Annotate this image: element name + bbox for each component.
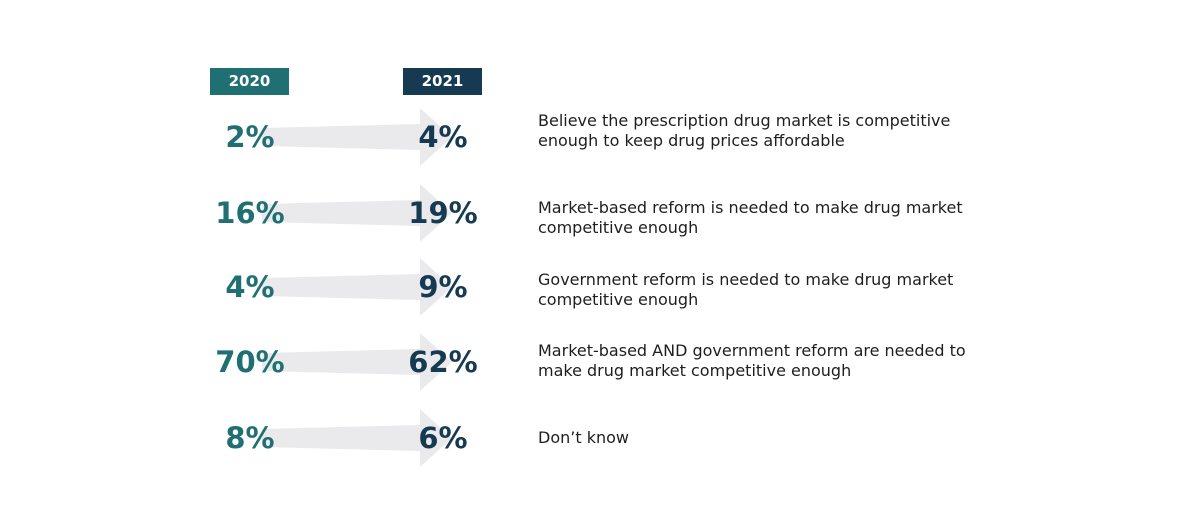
row-description: Market-based AND government reform are n… <box>538 341 998 381</box>
row-description: Believe the prescription drug market is … <box>538 111 998 151</box>
description-line: Market-based AND government reform are n… <box>538 341 966 360</box>
value-2020-label: 4% <box>225 270 275 304</box>
value-2021-label: 62% <box>408 345 478 379</box>
value-2020-label: 70% <box>215 345 285 379</box>
row-description: Don’t know <box>538 428 998 448</box>
value-2021-label: 4% <box>418 120 468 154</box>
value-2021-label: 9% <box>418 270 468 304</box>
trend-arrow <box>262 333 452 391</box>
value-2020-label: 2% <box>225 120 275 154</box>
description-line: enough to keep drug prices affordable <box>538 131 845 150</box>
description-line: competitive enough <box>538 290 699 309</box>
row-description: Government reform is needed to make drug… <box>538 270 998 310</box>
trend-arrow <box>262 184 452 242</box>
description-line: Market-based reform is needed to make dr… <box>538 198 963 217</box>
year-2021-header: 2021 <box>403 68 482 95</box>
trend-arrow <box>262 409 452 467</box>
trend-arrow <box>262 108 452 166</box>
description-line: Believe the prescription drug market is … <box>538 111 951 130</box>
trend-arrow <box>262 258 452 316</box>
year-2020-header: 2020 <box>210 68 289 95</box>
value-2020-label: 16% <box>215 196 285 230</box>
value-2021-label: 6% <box>418 421 468 455</box>
value-2021-label: 19% <box>408 196 478 230</box>
description-line: Don’t know <box>538 428 629 447</box>
row-description: Market-based reform is needed to make dr… <box>538 198 998 238</box>
description-line: Government reform is needed to make drug… <box>538 270 954 289</box>
description-line: competitive enough <box>538 218 699 237</box>
value-2020-label: 8% <box>225 421 275 455</box>
description-line: make drug market competitive enough <box>538 361 852 380</box>
